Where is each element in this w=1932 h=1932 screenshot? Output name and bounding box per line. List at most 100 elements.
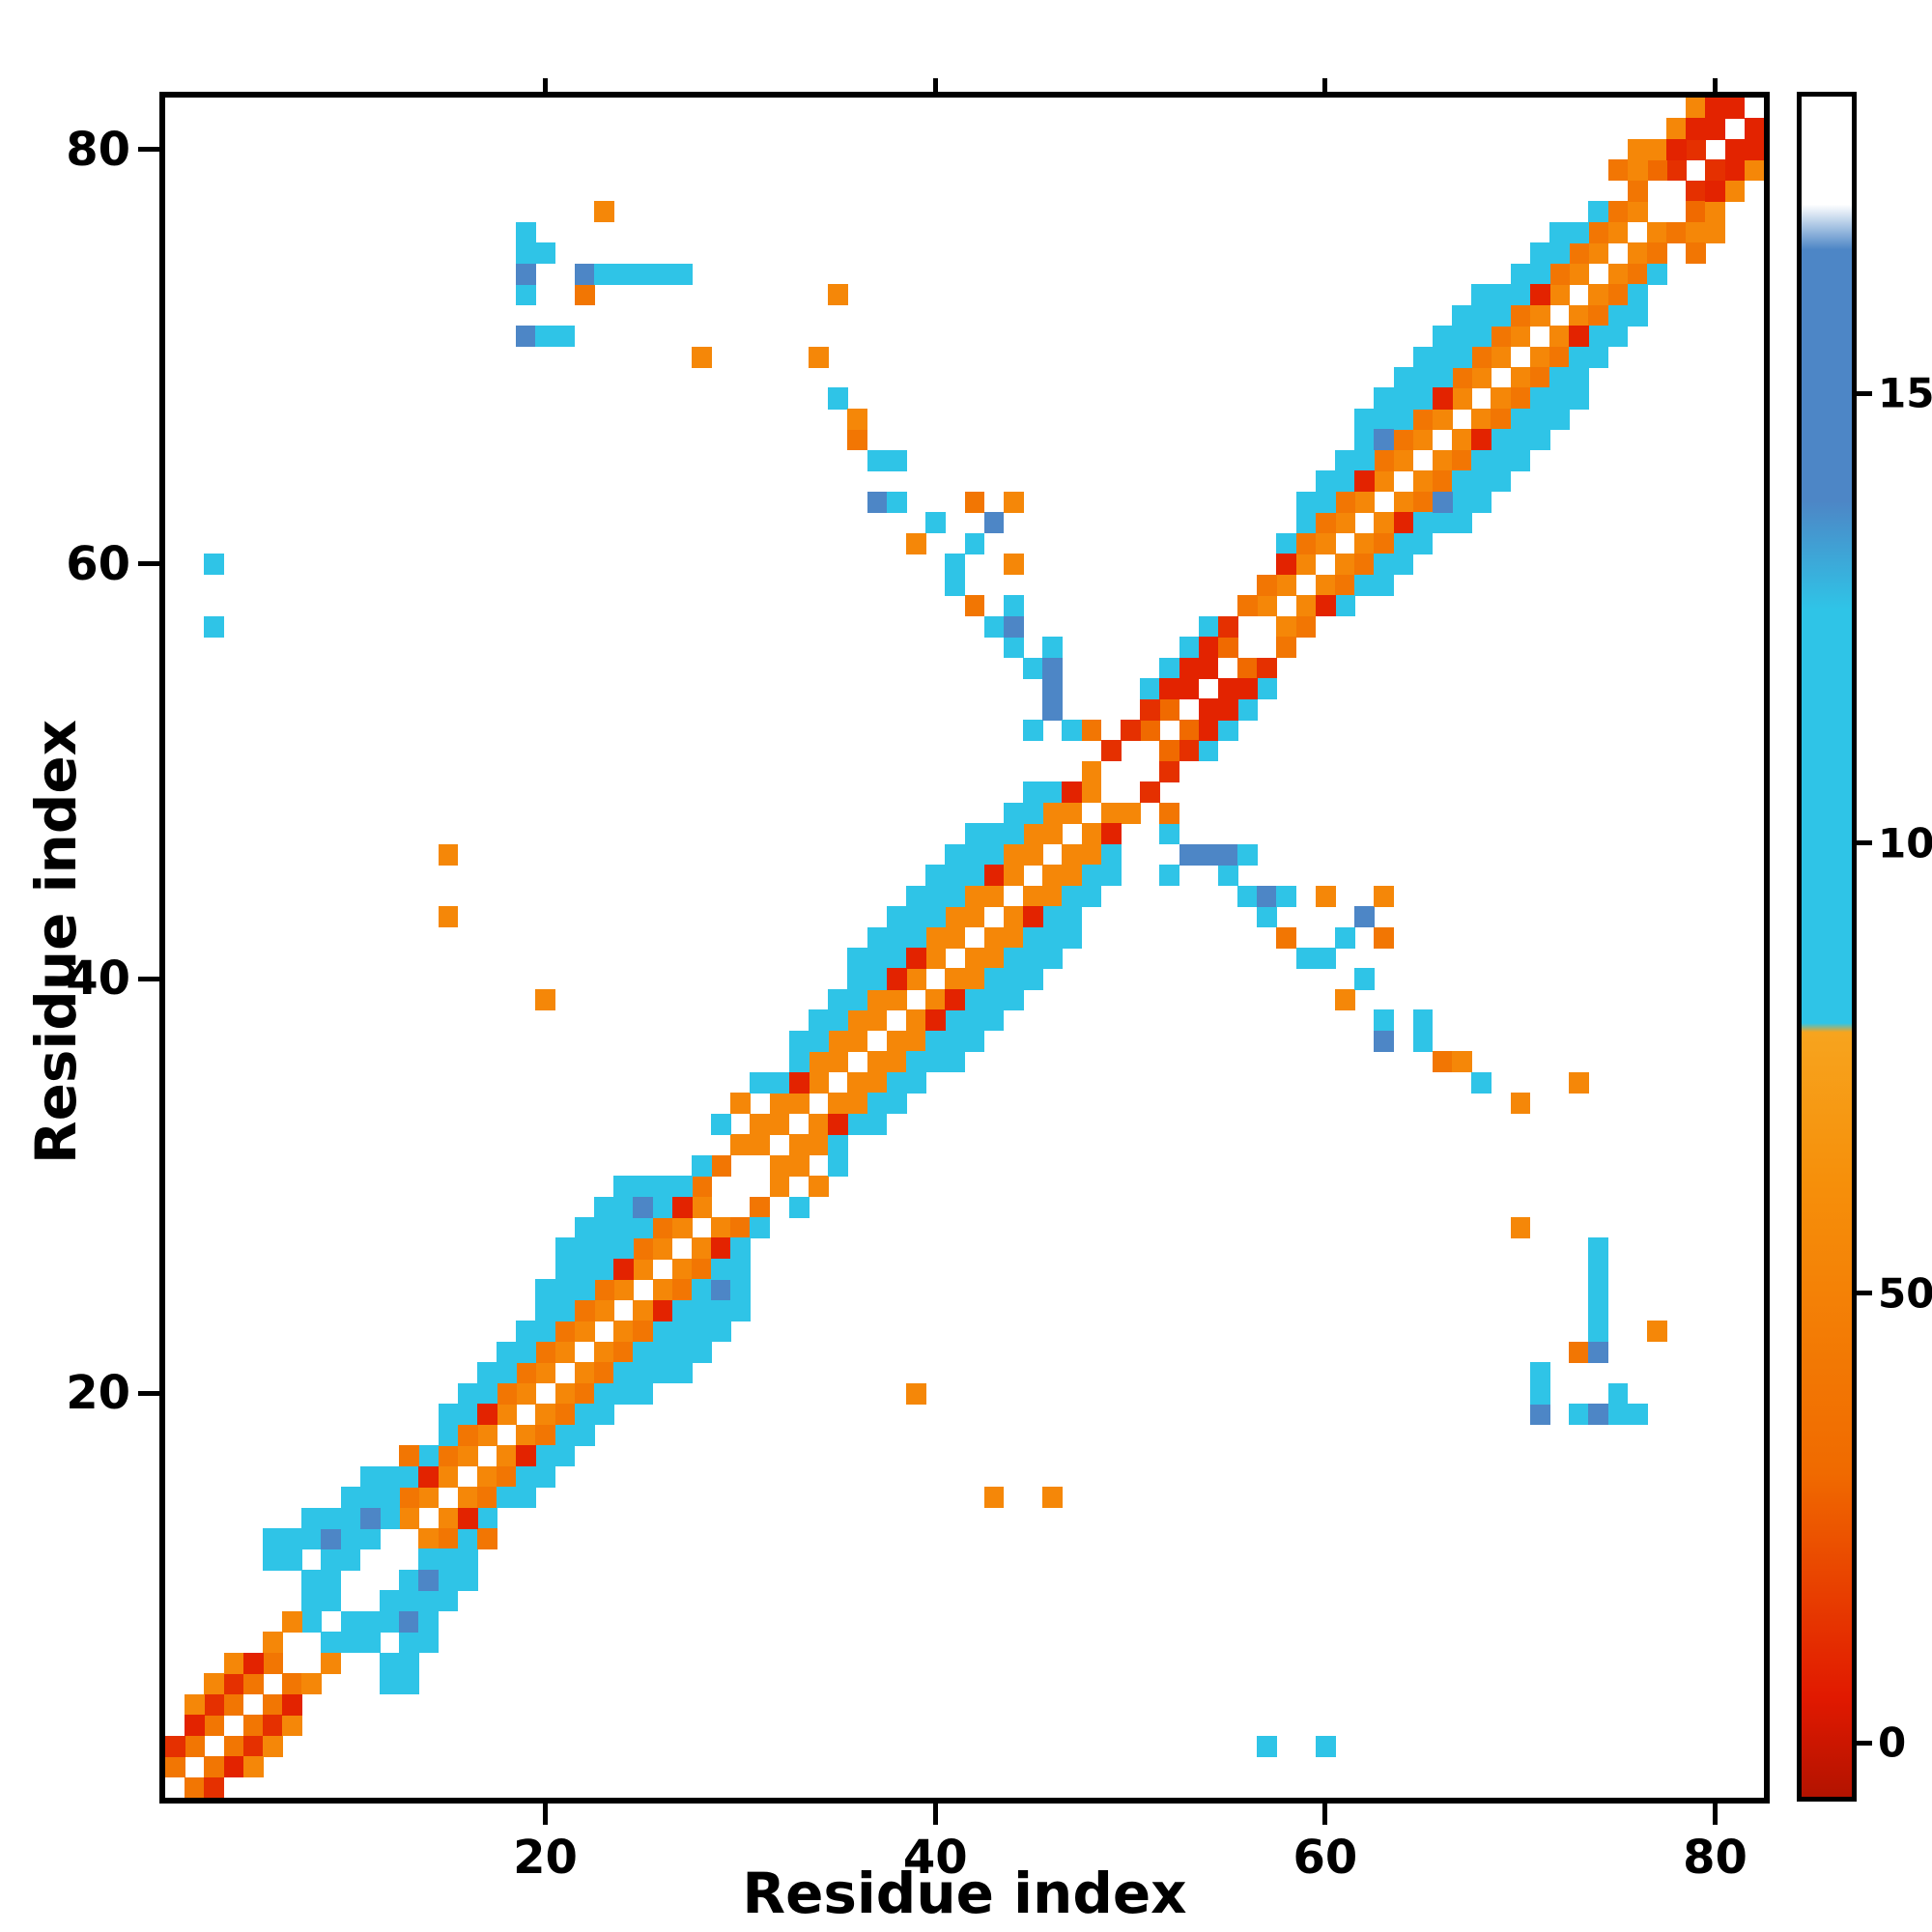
heatmap-cell xyxy=(418,1569,440,1591)
heatmap-cell xyxy=(867,1051,888,1073)
heatmap-cell xyxy=(1529,346,1550,368)
heatmap-cell xyxy=(1023,843,1043,866)
heatmap-cell xyxy=(1471,284,1492,306)
heatmap-cell xyxy=(594,1299,614,1321)
heatmap-cell xyxy=(1081,865,1102,887)
heatmap-cell xyxy=(554,1424,576,1446)
heatmap-cell xyxy=(905,948,926,970)
heatmap-cell xyxy=(1042,885,1063,907)
heatmap-cell xyxy=(633,1299,654,1321)
heatmap-cell xyxy=(809,1009,829,1032)
heatmap-cell xyxy=(1510,304,1531,327)
heatmap-cell xyxy=(476,1362,497,1384)
heatmap-cell xyxy=(925,906,946,928)
heatmap-cell xyxy=(730,1258,752,1280)
heatmap-cell xyxy=(1315,885,1336,907)
heatmap-cell xyxy=(1023,906,1043,928)
heatmap-cell xyxy=(1705,221,1726,243)
x-tick-label: 80 xyxy=(1683,1831,1747,1885)
heatmap-cell xyxy=(574,1258,595,1280)
heatmap-cell xyxy=(730,1299,752,1321)
heatmap-cell xyxy=(1529,429,1550,451)
colorbar-tick-label: 150 xyxy=(1878,369,1932,417)
heatmap-cell xyxy=(554,1258,576,1280)
heatmap-cell xyxy=(1491,387,1512,410)
heatmap-cell xyxy=(983,1487,1005,1509)
heatmap-cell xyxy=(418,1527,440,1550)
heatmap-cell xyxy=(262,1715,283,1737)
heatmap-cell xyxy=(242,1756,264,1778)
heatmap-cell xyxy=(1374,408,1395,430)
heatmap-cell xyxy=(613,1279,634,1301)
heatmap-cell xyxy=(1354,491,1375,513)
heatmap-cell xyxy=(1374,885,1395,907)
heatmap-cell xyxy=(652,1362,673,1384)
heatmap-cell xyxy=(1217,615,1238,638)
heatmap-cell xyxy=(594,1196,614,1218)
heatmap-cell xyxy=(1003,865,1024,887)
heatmap-cell xyxy=(1042,781,1063,804)
heatmap-cell xyxy=(652,1196,673,1218)
heatmap-cell xyxy=(1315,491,1336,513)
heatmap-cell xyxy=(1179,677,1200,700)
heatmap-cell xyxy=(1569,1341,1589,1363)
heatmap-cell xyxy=(1452,304,1472,327)
heatmap-cell xyxy=(983,926,1005,949)
heatmap-cell xyxy=(594,1237,614,1260)
x-tick-label: 20 xyxy=(513,1831,578,1885)
heatmap-cell xyxy=(788,1071,810,1094)
heatmap-cell xyxy=(1217,865,1238,887)
heatmap-cell xyxy=(1003,615,1024,638)
heatmap-cell xyxy=(1140,677,1160,700)
heatmap-cell xyxy=(652,1321,673,1343)
heatmap-cell xyxy=(1705,98,1726,120)
heatmap-cell xyxy=(945,968,966,990)
heatmap-cell xyxy=(886,1030,907,1052)
heatmap-cell xyxy=(1354,449,1375,471)
heatmap-cell xyxy=(730,1217,752,1239)
heatmap-cell xyxy=(925,926,946,949)
heatmap-cell xyxy=(1374,574,1395,596)
heatmap-cell xyxy=(788,1196,810,1218)
heatmap-cell xyxy=(1217,843,1238,866)
heatmap-cell xyxy=(1374,1030,1395,1052)
heatmap-cell xyxy=(1237,657,1258,679)
heatmap-cell xyxy=(847,968,868,990)
heatmap-cell xyxy=(497,1404,517,1426)
heatmap-cell xyxy=(380,1673,400,1695)
heatmap-cell xyxy=(262,1527,283,1550)
heatmap-cell xyxy=(516,1465,537,1488)
heatmap-cell xyxy=(788,1134,810,1156)
heatmap-cell xyxy=(282,1610,302,1633)
heatmap-cell xyxy=(1548,387,1570,410)
heatmap-cell xyxy=(1569,346,1589,368)
heatmap-cell xyxy=(418,1632,440,1654)
heatmap-cell xyxy=(847,1009,868,1032)
heatmap-cell xyxy=(1432,367,1453,389)
heatmap-cell xyxy=(535,1299,556,1321)
x-tick xyxy=(932,1804,938,1825)
heatmap-cell xyxy=(886,988,907,1010)
heatmap-cell xyxy=(1412,491,1434,513)
heatmap-cell xyxy=(516,263,537,285)
heatmap-cell xyxy=(711,1258,731,1280)
heatmap-cell xyxy=(983,885,1005,907)
heatmap-cell xyxy=(809,1051,829,1073)
heatmap-cell xyxy=(925,1009,946,1032)
heatmap-cell xyxy=(1705,118,1726,140)
heatmap-cell xyxy=(1257,885,1278,907)
heatmap-cell xyxy=(282,1527,302,1550)
heatmap-cell xyxy=(983,823,1005,845)
heatmap-cell xyxy=(1374,1009,1395,1032)
heatmap-cell xyxy=(1452,491,1472,513)
heatmap-cell xyxy=(1042,906,1063,928)
heatmap-cell xyxy=(1432,449,1453,471)
heatmap-cell xyxy=(223,1673,244,1695)
heatmap-cell xyxy=(1452,1051,1472,1073)
heatmap-cell xyxy=(1588,1279,1609,1301)
heatmap-cell xyxy=(671,1217,693,1239)
heatmap-cell xyxy=(633,263,654,285)
heatmap-cell xyxy=(242,1715,264,1737)
heatmap-cell xyxy=(1023,802,1043,824)
heatmap-cell xyxy=(867,491,888,513)
